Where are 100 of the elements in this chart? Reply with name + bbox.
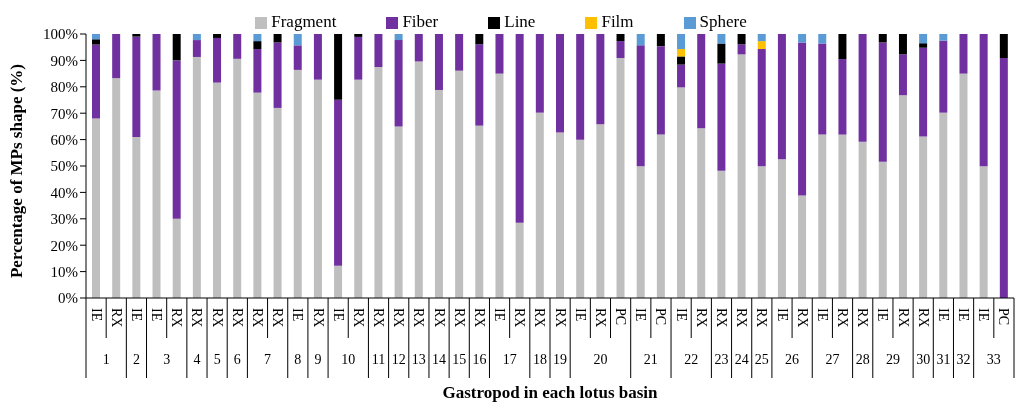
y-tick-label: 20% xyxy=(50,237,78,254)
bar xyxy=(636,45,645,167)
text: 16 xyxy=(472,352,487,367)
bar xyxy=(838,134,847,298)
x-tick-label: IE xyxy=(976,308,992,322)
x-tick-label: RX xyxy=(471,308,487,328)
bar xyxy=(132,136,141,298)
bar xyxy=(374,34,383,67)
x-tick-label: RX xyxy=(552,308,568,328)
bar xyxy=(656,46,665,135)
x-tick-label: PC xyxy=(613,308,629,326)
x-tick-label: RX xyxy=(451,308,467,328)
bar xyxy=(858,141,867,298)
bar xyxy=(596,34,605,125)
bar xyxy=(354,79,363,298)
bar xyxy=(818,43,827,135)
bar xyxy=(717,170,726,298)
y-tick-label: 0% xyxy=(58,290,78,307)
bar xyxy=(717,43,726,64)
bar xyxy=(394,40,403,127)
bar xyxy=(556,34,564,133)
text: 5 xyxy=(213,352,221,367)
x-tick-label: RX xyxy=(108,308,124,328)
x-tick-label: RX xyxy=(693,308,709,328)
x-tick-label: IE xyxy=(875,308,891,322)
bar xyxy=(293,34,302,46)
text: 20 xyxy=(593,352,608,367)
x-tick-label: RX xyxy=(229,308,245,328)
text: 30 xyxy=(916,352,931,367)
bar xyxy=(757,41,766,50)
bar xyxy=(132,36,141,137)
bar xyxy=(757,166,766,298)
bar xyxy=(556,132,564,298)
bar xyxy=(737,54,746,298)
bar xyxy=(979,166,988,298)
text: 28 xyxy=(855,352,870,367)
bar xyxy=(717,63,726,171)
bar xyxy=(616,41,625,59)
x-axis-title: Gastropod in each lotus basin xyxy=(442,383,659,402)
bar xyxy=(798,34,807,43)
text: 9 xyxy=(314,352,322,367)
bar xyxy=(455,34,464,71)
text: 24 xyxy=(734,352,749,367)
x-tick-label: RX xyxy=(835,308,851,328)
bar xyxy=(253,41,262,50)
y-axis-title: Percentage of MPs shape (%) xyxy=(7,63,26,279)
bar xyxy=(697,128,706,298)
x-tick-label: IE xyxy=(128,308,144,322)
x-tick-label: RX xyxy=(431,308,447,328)
bar xyxy=(293,45,302,70)
bar xyxy=(515,34,524,223)
legend-label: Line xyxy=(504,12,536,31)
bar xyxy=(434,34,443,90)
bar xyxy=(838,59,847,135)
x-tick-label: RX xyxy=(391,308,407,328)
x-tick-label: IE xyxy=(774,308,790,322)
bar xyxy=(132,34,141,37)
bar xyxy=(596,124,605,298)
bar xyxy=(858,34,867,142)
bar xyxy=(919,43,928,48)
x-tick-label: IE xyxy=(633,308,649,322)
bar xyxy=(434,89,443,298)
x-tick-label: RX xyxy=(249,308,265,328)
bar xyxy=(939,40,948,113)
bar xyxy=(455,70,464,298)
x-tick-label: IE xyxy=(956,308,972,322)
x-tick-label: IE xyxy=(935,308,951,322)
bar xyxy=(495,73,504,298)
text: 18 xyxy=(532,352,547,367)
text: 7 xyxy=(264,352,272,367)
x-tick-label: RX xyxy=(592,308,608,328)
bar xyxy=(616,34,625,42)
text: 14 xyxy=(432,352,447,367)
bar xyxy=(92,44,100,119)
bar xyxy=(818,134,827,298)
text: 32 xyxy=(956,352,971,367)
bar xyxy=(898,34,907,55)
x-tick-label: IE xyxy=(290,308,306,322)
bar xyxy=(999,34,1008,59)
legend-label: Sphere xyxy=(699,12,747,31)
bar xyxy=(979,34,988,167)
bar xyxy=(757,49,766,167)
x-tick-label: IE xyxy=(492,308,508,322)
y-tick-label: 40% xyxy=(50,184,78,201)
text: 4 xyxy=(193,352,201,367)
bar xyxy=(233,58,242,298)
x-tick-label: RX xyxy=(270,308,286,328)
text: 6 xyxy=(233,352,241,367)
bar xyxy=(374,67,383,298)
bar xyxy=(939,112,948,298)
bar xyxy=(112,34,121,79)
text: 11 xyxy=(371,352,386,367)
bar xyxy=(414,61,423,298)
bar xyxy=(213,37,222,83)
x-tick-label: PC xyxy=(996,308,1012,326)
y-tick-label: 50% xyxy=(50,158,78,175)
bar xyxy=(919,34,928,44)
bar xyxy=(677,87,686,298)
bar xyxy=(192,34,201,41)
text: 22 xyxy=(684,352,699,367)
